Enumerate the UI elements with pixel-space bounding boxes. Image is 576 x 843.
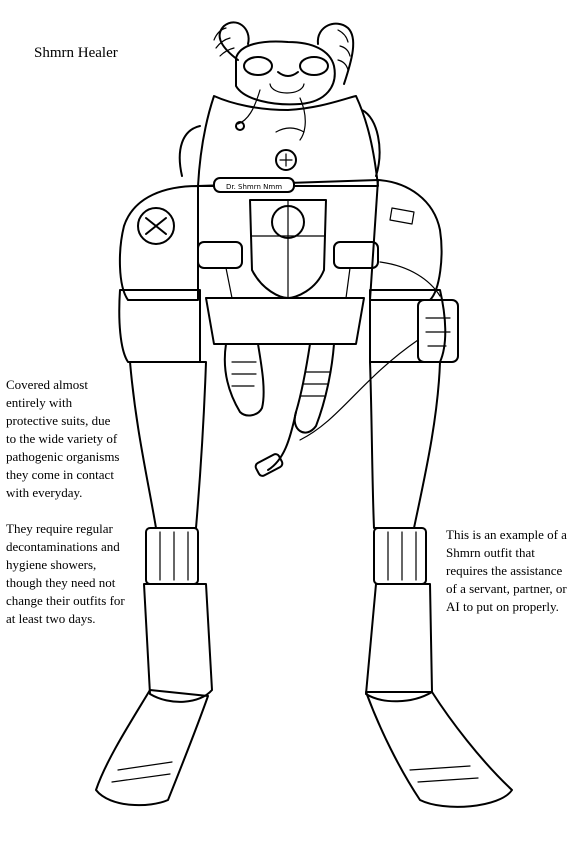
shoulders-and-arms bbox=[118, 179, 447, 363]
hip-device bbox=[299, 261, 459, 441]
description-line: hygiene showers, bbox=[6, 557, 97, 572]
hygiene-paragraph: They require regular decontaminations an… bbox=[6, 520, 125, 628]
note-line: AI to put on properly. bbox=[446, 599, 559, 614]
breathing-hoses bbox=[213, 21, 355, 85]
description-line: they come in contact bbox=[6, 467, 114, 482]
description-line: pathogenic organisms bbox=[6, 449, 120, 464]
badge-label: Dr. Shmrn Nmm bbox=[226, 183, 282, 191]
description-line: decontaminations and bbox=[6, 539, 120, 554]
boots-and-fins bbox=[95, 583, 513, 808]
description-line: entirely with bbox=[6, 395, 73, 410]
description-line: protective suits, due bbox=[6, 413, 111, 428]
note-line: requires the assistance bbox=[446, 563, 563, 578]
description-line: change their outfits for bbox=[6, 593, 125, 608]
legs bbox=[129, 361, 441, 585]
description-line: They require regular bbox=[6, 521, 113, 536]
note-line: This is an example of a bbox=[446, 527, 567, 542]
left-description: Covered almost entirely with protective … bbox=[6, 376, 125, 628]
description-line: though they need not bbox=[6, 575, 116, 590]
description-line: with everyday. bbox=[6, 485, 83, 500]
note-line: Shmrn outfit that bbox=[446, 545, 535, 560]
note-line: of a servant, partner, or bbox=[446, 581, 567, 596]
description-line: Covered almost bbox=[6, 377, 88, 392]
description-line: to the wide variety of bbox=[6, 431, 118, 446]
helmet bbox=[235, 40, 336, 106]
suit-description-paragraph: Covered almost entirely with protective … bbox=[6, 376, 125, 502]
torso bbox=[178, 89, 381, 193]
description-line: at least two days. bbox=[6, 611, 96, 626]
chest-harness bbox=[197, 199, 379, 299]
outfit-note: This is an example of a Shmrn outfit tha… bbox=[446, 526, 567, 616]
page-title: Shmrn Healer bbox=[34, 45, 118, 61]
waist-and-hands bbox=[205, 297, 365, 477]
